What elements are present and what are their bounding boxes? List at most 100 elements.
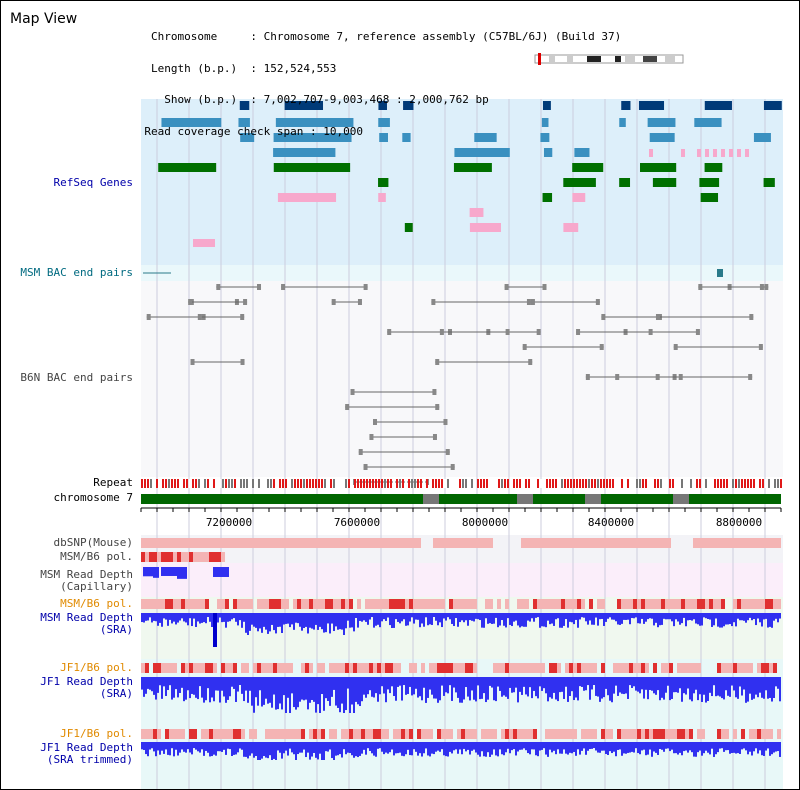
- depth-bar: [755, 613, 757, 626]
- repeat-block: [153, 479, 155, 488]
- bac-end: [358, 449, 363, 455]
- depth-bar: [689, 742, 691, 751]
- depth-bar: [655, 742, 657, 753]
- pol-strip: [337, 663, 341, 673]
- depth-bar: [355, 742, 357, 757]
- depth-bar: [729, 677, 731, 697]
- gene-feature: [704, 163, 723, 172]
- depth-bar: [287, 613, 289, 624]
- depth-bar: [589, 742, 591, 750]
- repeat-block: [609, 479, 611, 488]
- depth-bar: [343, 677, 345, 713]
- label-jf1-depth-sra[interactable]: JF1 Read Depth (SRA): [40, 675, 133, 700]
- gene-feature: [572, 193, 586, 202]
- depth-bar: [289, 613, 291, 628]
- depth-bar: [451, 677, 453, 701]
- depth-bar: [503, 742, 505, 756]
- depth-bar: [673, 677, 675, 693]
- ideogram-band: [615, 56, 621, 62]
- pol-strip: [669, 663, 673, 673]
- label-dbsnp[interactable]: dbSNP(Mouse): [53, 536, 133, 549]
- label-jf1-pol-trimmed[interactable]: JF1/B6 pol.: [60, 727, 133, 740]
- label-b6n-bac-end-pairs[interactable]: B6N BAC end pairs: [20, 371, 133, 384]
- depth-bar: [725, 742, 727, 751]
- label-msm-pol-capillary[interactable]: MSM/B6 pol.: [60, 550, 133, 563]
- depth-bar: [687, 677, 689, 689]
- depth-bar: [527, 742, 529, 754]
- depth-bar: [491, 613, 493, 624]
- depth-bar: [403, 677, 405, 686]
- depth-bar: [323, 613, 325, 633]
- depth-bar: [779, 742, 781, 757]
- depth-bar: [193, 742, 195, 749]
- depth-bar: [643, 677, 645, 699]
- repeat-block: [720, 479, 722, 488]
- pol-strip: [705, 599, 709, 609]
- pol-strip: [593, 663, 597, 673]
- pol-strip: [177, 729, 181, 739]
- pol-strip: [621, 663, 625, 673]
- depth-bar: [309, 677, 311, 703]
- depth-bar: [349, 677, 351, 713]
- gene-feature: [454, 148, 510, 157]
- pol-strip: [353, 663, 357, 673]
- pol-strip: [449, 663, 453, 673]
- depth-bar: [545, 742, 547, 755]
- pol-strip: [389, 599, 393, 609]
- depth-bar: [489, 742, 491, 757]
- pol-strip: [505, 599, 509, 609]
- depth-bar: [357, 742, 359, 758]
- depth-bar: [463, 677, 465, 700]
- depth-bar: [235, 613, 237, 622]
- pol-strip: [385, 599, 389, 609]
- pol-strip: [617, 663, 621, 673]
- repeat-block: [603, 479, 605, 488]
- repeat-block: [696, 479, 698, 488]
- label-refseq-genes[interactable]: RefSeq Genes: [53, 176, 133, 189]
- label-msm-depth-capillary[interactable]: MSM Read Depth (Capillary): [40, 568, 133, 593]
- pol-strip: [493, 729, 497, 739]
- label-msm-pol-sra[interactable]: MSM/B6 pol.: [60, 597, 133, 610]
- gene-feature: [239, 101, 250, 110]
- label-jf1-depth-trimmed[interactable]: JF1 Read Depth (SRA trimmed): [40, 741, 133, 766]
- pol-strip: [377, 663, 381, 673]
- repeat-block: [411, 479, 413, 488]
- depth-bar: [461, 742, 463, 755]
- pol-strip: [741, 663, 745, 673]
- label-msm-depth-sra[interactable]: MSM Read Depth (SRA): [40, 611, 133, 636]
- label-jf1-pol-sra[interactable]: JF1/B6 pol.: [60, 661, 133, 674]
- pol-strip: [417, 599, 421, 609]
- depth-bar: [537, 613, 539, 618]
- depth-bar: [261, 677, 263, 707]
- pol-strip: [349, 599, 353, 609]
- pol-strip: [581, 663, 585, 673]
- pol-strip: [673, 599, 677, 609]
- repeat-block: [498, 479, 500, 488]
- depth-bar: [679, 677, 681, 689]
- depth-bar: [295, 613, 297, 623]
- pol-strip: [565, 663, 569, 673]
- depth-bar: [595, 613, 597, 618]
- depth-bar: [281, 613, 283, 633]
- bac-end: [615, 374, 620, 380]
- depth-bar: [315, 742, 317, 758]
- depth-bar: [737, 742, 739, 754]
- pol-strip: [765, 663, 769, 673]
- depth-bar: [355, 613, 357, 619]
- depth-bar: [167, 742, 169, 755]
- pol-strip: [545, 729, 549, 739]
- repeat-block: [165, 479, 167, 488]
- depth-bar: [231, 742, 233, 757]
- pol-strip: [653, 663, 657, 673]
- label-msm-bac-end-pairs[interactable]: MSM BAC end pairs: [20, 266, 133, 279]
- depth-bar: [777, 742, 779, 752]
- repeat-block: [213, 479, 215, 488]
- bac-end: [190, 359, 195, 365]
- depth-bar: [443, 742, 445, 756]
- repeat-block: [741, 479, 743, 488]
- depth-bar: [439, 613, 441, 623]
- depth-bar: [389, 742, 391, 753]
- depth-bar: [333, 742, 335, 760]
- repeat-block: [666, 479, 668, 488]
- depth-bar: [265, 613, 267, 630]
